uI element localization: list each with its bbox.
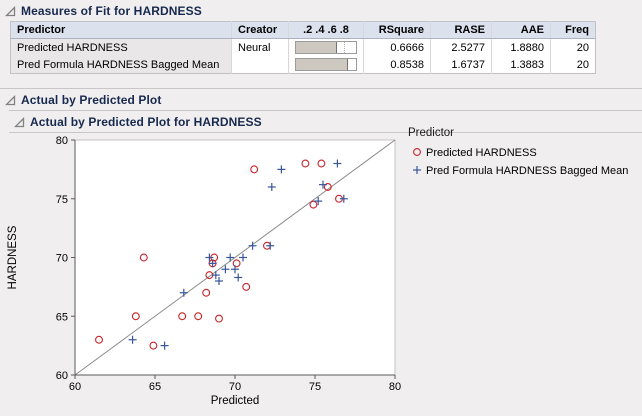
disclosure-triangle-icon[interactable] bbox=[5, 5, 16, 17]
col-header-fit-bar-scale[interactable]: .2 .4 .6 .8 bbox=[288, 21, 364, 39]
actual-by-predicted-scatter[interactable]: 60 65 70 75 80 60 65 70 75 80 Predicted HARDNESS Pre… bbox=[0, 126, 642, 416]
scatter-point[interactable] bbox=[160, 341, 169, 350]
col-header-rsquare[interactable]: RSquare bbox=[363, 21, 431, 39]
scatter-point[interactable] bbox=[211, 271, 220, 280]
identity-reference-line bbox=[74, 139, 396, 376]
x-axis-tick-label: 60 bbox=[69, 381, 81, 393]
scatter-point[interactable] bbox=[149, 341, 158, 350]
col-header-freq[interactable]: Freq bbox=[550, 21, 596, 39]
y-axis-tick-label: 70 bbox=[56, 253, 68, 265]
y-axis-title: HARDNESS bbox=[7, 225, 19, 289]
col-header-predictor[interactable]: Predictor bbox=[10, 21, 232, 39]
aae-cell: 1.3883 bbox=[491, 56, 551, 74]
section-divider bbox=[9, 110, 642, 111]
rase-cell: 1.6737 bbox=[430, 56, 492, 74]
freq-cell: 20 bbox=[550, 56, 596, 74]
section-header-actual-by-predicted[interactable]: Actual by Predicted Plot bbox=[0, 89, 642, 109]
scatter-point[interactable] bbox=[250, 165, 259, 174]
y-axis-tick-label: 65 bbox=[56, 311, 68, 323]
rsquare-bar-cell bbox=[288, 56, 364, 74]
creator-cell bbox=[231, 56, 289, 74]
disclosure-triangle-icon[interactable] bbox=[14, 116, 25, 128]
scatter-point[interactable] bbox=[231, 265, 239, 274]
scatter-point[interactable] bbox=[208, 259, 217, 268]
scatter-point[interactable] bbox=[194, 312, 203, 321]
scatter-point[interactable] bbox=[179, 288, 188, 297]
scatter-point[interactable] bbox=[413, 166, 421, 174]
scatter-point[interactable] bbox=[215, 314, 223, 323]
freq-cell: 20 bbox=[550, 38, 596, 56]
scatter-point[interactable] bbox=[178, 312, 187, 321]
scatter-point[interactable] bbox=[323, 183, 332, 191]
rsquare-cell: 0.6666 bbox=[363, 38, 431, 56]
rsquare-bar-fill bbox=[296, 42, 337, 53]
x-axis-title: Predicted bbox=[211, 395, 260, 407]
scatter-point[interactable] bbox=[234, 273, 243, 282]
section-title: Measures of Fit for HARDNESS bbox=[21, 4, 202, 18]
scatter-point[interactable] bbox=[314, 197, 323, 206]
scatter-point[interactable] bbox=[317, 159, 326, 168]
section-header-measures-of-fit[interactable]: Measures of Fit for HARDNESS bbox=[0, 0, 642, 20]
scatter-point[interactable] bbox=[205, 253, 214, 262]
plot-container: 60 65 70 75 80 60 65 70 75 80 Predicted HARDNESS Pre… bbox=[0, 126, 642, 416]
predictor-cell: Predicted HARDNESS bbox=[10, 38, 232, 56]
scatter-point[interactable] bbox=[202, 288, 211, 297]
section-header-actual-by-predicted-hardness[interactable]: Actual by Predicted Plot for HARDNESS bbox=[9, 111, 642, 131]
x-axis-tick-label: 70 bbox=[229, 381, 241, 393]
x-axis-tick-label: 65 bbox=[149, 381, 161, 393]
scatter-point[interactable] bbox=[413, 148, 421, 156]
y-axis-tick-label: 75 bbox=[56, 194, 68, 206]
scatter-point[interactable] bbox=[239, 253, 247, 262]
y-axis-tick-label: 80 bbox=[56, 135, 68, 147]
y-axis-tick-label: 60 bbox=[56, 370, 68, 382]
col-header-aae[interactable]: AAE bbox=[491, 21, 551, 39]
section-divider bbox=[0, 88, 642, 89]
section-divider bbox=[9, 132, 642, 133]
scatter-point[interactable] bbox=[301, 159, 310, 168]
scatter-point[interactable] bbox=[242, 282, 251, 291]
rsquare-bar-cell bbox=[288, 38, 364, 56]
scatter-point[interactable] bbox=[215, 277, 223, 285]
scatter-point[interactable] bbox=[226, 253, 235, 262]
scatter-point[interactable] bbox=[319, 180, 327, 189]
rase-cell: 2.5277 bbox=[430, 38, 492, 56]
scatter-point[interactable] bbox=[277, 165, 286, 174]
scatter-point[interactable] bbox=[248, 241, 257, 250]
section-title: Actual by Predicted Plot for HARDNESS bbox=[30, 115, 262, 129]
table-row[interactable]: Predicted HARDNESS Neural 0.6666 2.5277 … bbox=[10, 38, 596, 56]
col-header-creator[interactable]: Creator bbox=[231, 21, 289, 39]
predictor-cell: Pred Formula HARDNESS Bagged Mean bbox=[10, 56, 232, 74]
scatter-point[interactable] bbox=[309, 200, 318, 209]
creator-cell: Neural bbox=[231, 38, 289, 56]
table-row[interactable]: Pred Formula HARDNESS Bagged Mean 0.8538… bbox=[10, 56, 596, 74]
x-axis-tick-label: 80 bbox=[389, 381, 401, 393]
col-header-rase[interactable]: RASE bbox=[430, 21, 492, 39]
scatter-point[interactable] bbox=[139, 253, 148, 262]
scatter-point[interactable] bbox=[221, 265, 230, 274]
scatter-point[interactable] bbox=[95, 335, 103, 344]
table-header-row: Predictor Creator .2 .4 .6 .8 RSquare RA… bbox=[10, 21, 596, 39]
rsquare-bar-fill bbox=[296, 59, 349, 70]
disclosure-triangle-icon[interactable] bbox=[5, 94, 16, 106]
x-axis-tick-label: 75 bbox=[309, 381, 321, 393]
section-title: Actual by Predicted Plot bbox=[21, 93, 162, 107]
legend-entry-label[interactable]: Predicted HARDNESS bbox=[426, 147, 537, 159]
rsquare-bar bbox=[295, 58, 357, 71]
aae-cell: 1.8880 bbox=[491, 38, 551, 56]
rsquare-bar bbox=[295, 41, 357, 54]
scatter-point[interactable] bbox=[131, 312, 140, 321]
scatter-point[interactable] bbox=[267, 183, 276, 191]
scatter-point[interactable] bbox=[333, 159, 342, 168]
legend-entry-label[interactable]: Pred Formula HARDNESS Bagged Mean bbox=[426, 165, 628, 177]
legend-title: Predictor bbox=[408, 127, 454, 139]
scatter-point[interactable] bbox=[128, 335, 137, 344]
scatter-point[interactable] bbox=[232, 259, 241, 268]
rsquare-cell: 0.8538 bbox=[363, 56, 431, 74]
measures-of-fit-table: Predictor Creator .2 .4 .6 .8 RSquare RA… bbox=[10, 21, 596, 74]
scatter-point[interactable] bbox=[339, 194, 348, 203]
bar-gridline bbox=[344, 42, 345, 53]
scatter-point[interactable] bbox=[266, 241, 275, 250]
